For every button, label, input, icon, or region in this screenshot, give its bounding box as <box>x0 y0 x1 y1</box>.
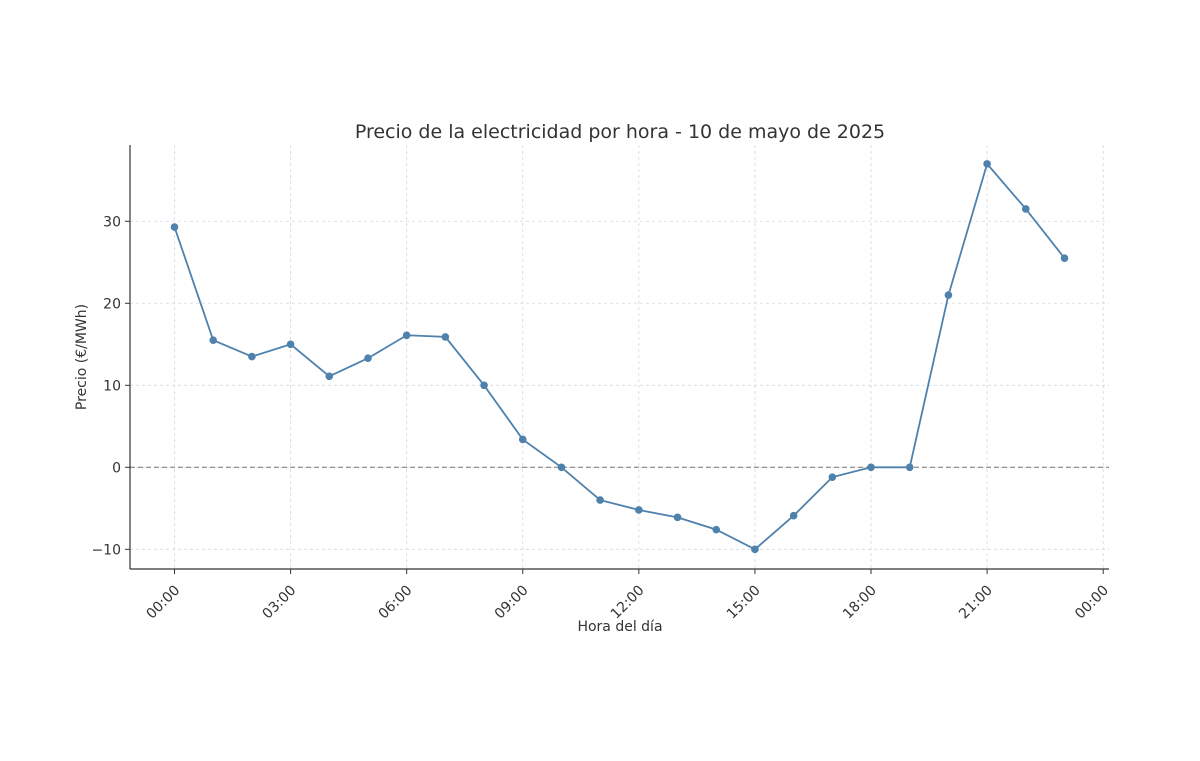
data-point <box>635 506 643 514</box>
data-point <box>789 511 798 520</box>
x-ticks: 00:00 03:00 06:00 09:00 12:00 15:00 18:00 21:00… <box>143 569 1112 622</box>
y-tick-label: 0 <box>112 460 121 476</box>
data-point <box>325 372 334 381</box>
x-tick-label: 12:00 <box>608 583 648 623</box>
y-tick-label: −10 <box>91 542 121 558</box>
data-point <box>441 333 450 341</box>
x-tick-label: 00:00 <box>143 583 183 623</box>
data-point <box>1060 254 1069 262</box>
x-axis-label: Hora del día <box>577 619 662 635</box>
axes <box>129 145 1109 570</box>
chart-title: Precio de la electricidad por hora - 10 … <box>355 121 885 143</box>
y-tick-label: 20 <box>103 296 121 312</box>
data-point <box>402 331 411 340</box>
data-point <box>480 381 488 390</box>
data-point <box>712 525 721 534</box>
data-point <box>557 463 566 472</box>
data-point <box>751 545 759 554</box>
x-tick-label: 18:00 <box>840 583 880 623</box>
x-tick-label: 21:00 <box>956 583 996 623</box>
series-line <box>173 162 1066 551</box>
x-tick-label: 15:00 <box>724 583 764 623</box>
x-tick-label: 00:00 <box>1072 583 1112 623</box>
x-tick-label: 06:00 <box>376 583 416 623</box>
y-axis-label: Precio (€/MWh) <box>74 304 90 410</box>
data-point <box>248 352 256 361</box>
y-tick-label: 30 <box>103 214 121 230</box>
data-point <box>596 496 604 504</box>
data-point <box>1022 205 1030 213</box>
x-tick-label: 09:00 <box>492 583 532 623</box>
data-point <box>286 340 295 349</box>
data-point <box>905 463 914 472</box>
data-point <box>983 160 991 168</box>
x-tick-label: 03:00 <box>260 583 300 623</box>
data-point <box>867 463 875 472</box>
data-point <box>944 291 953 299</box>
data-point <box>673 513 682 522</box>
data-point <box>170 223 179 231</box>
data-point <box>518 435 527 444</box>
data-point <box>209 336 217 344</box>
data-point <box>828 473 837 481</box>
y-tick-label: 10 <box>103 378 121 394</box>
y-ticks: −10 0 10 20 30 <box>91 214 130 558</box>
series-precio <box>170 160 1069 554</box>
data-point <box>364 354 372 363</box>
